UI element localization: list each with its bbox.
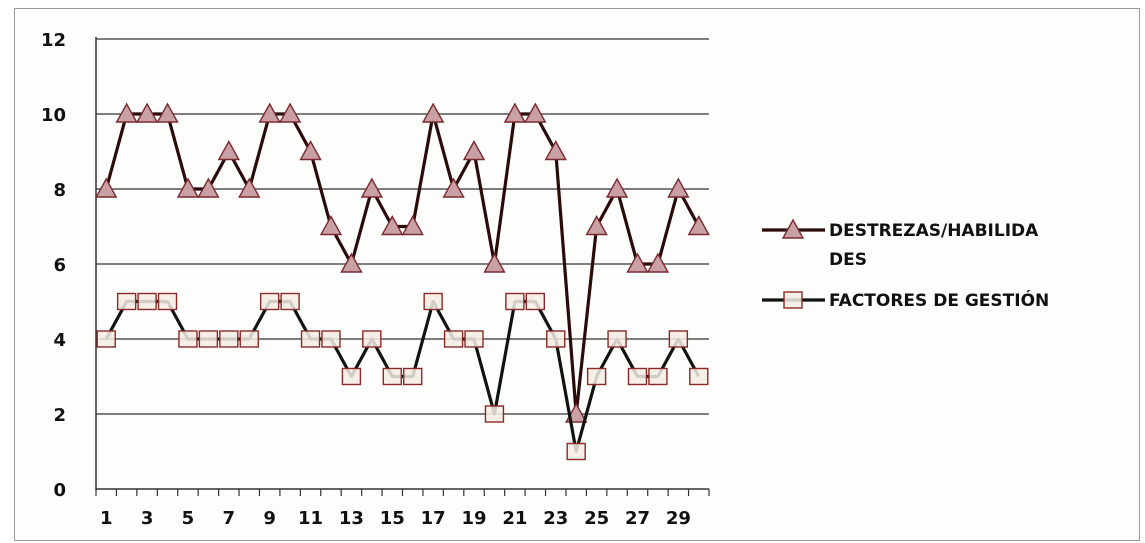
data-point [135, 102, 159, 123]
x-tick-label: 3 [141, 508, 154, 529]
legend-label: FACTORES DE GESTIÓN [829, 289, 1049, 311]
data-point [321, 330, 341, 348]
data-point [503, 102, 527, 123]
data-point [442, 177, 465, 198]
y-tick-label: 0 [53, 480, 66, 501]
data-point [607, 330, 627, 348]
data-point [586, 367, 607, 386]
data-point [278, 102, 302, 123]
series [95, 102, 710, 461]
data-point [341, 367, 362, 386]
series-1 [95, 102, 710, 423]
x-tick-label: 1 [100, 508, 113, 529]
x-tick-label: 21 [502, 508, 527, 529]
legend-entry: FACTORES DE GESTIÓN [762, 289, 1049, 311]
data-point [258, 102, 281, 123]
series-2 [96, 292, 709, 461]
data-point [605, 177, 629, 198]
data-point [360, 177, 384, 198]
y-tick-label: 10 [41, 105, 66, 126]
legend-entry: DESTREZAS/HABILIDA DES [762, 218, 1039, 270]
data-point [300, 330, 321, 348]
data-point [116, 292, 137, 311]
y-tick-label: 8 [53, 180, 66, 201]
data-point [401, 215, 424, 236]
x-tick-labels: 1 3 5 7 9 11 13 15 17 19 21 23 25 27 29 [100, 508, 691, 529]
data-point [462, 140, 486, 161]
data-point [381, 215, 404, 236]
data-point [423, 292, 443, 311]
data-point [340, 252, 363, 273]
x-tick-label: 15 [380, 508, 405, 529]
y-tick-label: 2 [53, 405, 66, 426]
data-point [524, 102, 547, 123]
x-tick-label: 29 [666, 508, 691, 529]
data-point [525, 292, 546, 311]
data-point [421, 102, 445, 123]
data-point [217, 140, 241, 161]
data-point [484, 405, 505, 423]
x-tick-label: 17 [421, 508, 446, 529]
data-point [544, 140, 567, 161]
data-point [668, 330, 689, 348]
legend-label: DESTREZAS/HABILIDA [829, 221, 1039, 241]
series-line [104, 299, 701, 454]
data-point [259, 292, 280, 311]
data-point [627, 367, 648, 386]
data-point [156, 102, 179, 123]
y-tick-label: 12 [41, 30, 66, 51]
data-point [299, 140, 322, 161]
data-point [687, 215, 710, 236]
data-point [646, 252, 670, 273]
data-point [362, 330, 382, 348]
data-point [197, 177, 220, 198]
axes [95, 37, 710, 496]
data-point [280, 292, 300, 311]
legend-marker [781, 218, 805, 239]
data-point [115, 102, 138, 123]
x-tick-label: 7 [223, 508, 236, 529]
legend-marker [783, 291, 803, 309]
data-point [137, 292, 157, 311]
data-point [443, 330, 464, 348]
x-tick-label: 19 [461, 508, 486, 529]
data-point [403, 367, 423, 386]
legend-label: DES [829, 250, 867, 270]
data-point [319, 215, 343, 236]
y-tick-label: 6 [53, 255, 66, 276]
x-tick-label: 25 [584, 508, 609, 529]
y-tick-label: 4 [53, 330, 66, 351]
data-point [667, 177, 690, 198]
data-point [95, 177, 118, 198]
data-point [546, 330, 566, 348]
data-point [585, 215, 608, 236]
x-tick-label: 11 [298, 508, 323, 529]
x-tick-label: 23 [543, 508, 568, 529]
data-point [648, 367, 668, 386]
y-tick-labels: 0 2 4 6 8 10 12 [41, 30, 66, 501]
legend: DESTREZAS/HABILIDA DES FACTORES DE GESTIÓN [762, 218, 1049, 311]
data-point [566, 442, 586, 461]
data-point [178, 330, 198, 348]
data-point [382, 367, 402, 386]
data-point [176, 177, 200, 198]
data-point [626, 252, 649, 273]
x-tick-label: 13 [339, 508, 364, 529]
data-point [689, 367, 709, 386]
data-point [198, 330, 219, 348]
data-point [239, 330, 259, 348]
data-point [157, 292, 178, 311]
data-point [219, 330, 239, 348]
x-tick-label: 5 [182, 508, 195, 529]
data-point [505, 292, 525, 311]
data-point [96, 330, 116, 348]
x-tick-label: 9 [263, 508, 276, 529]
data-point [483, 252, 506, 273]
data-point [238, 177, 261, 198]
data-point [464, 330, 484, 348]
x-tick-label: 27 [625, 508, 650, 529]
